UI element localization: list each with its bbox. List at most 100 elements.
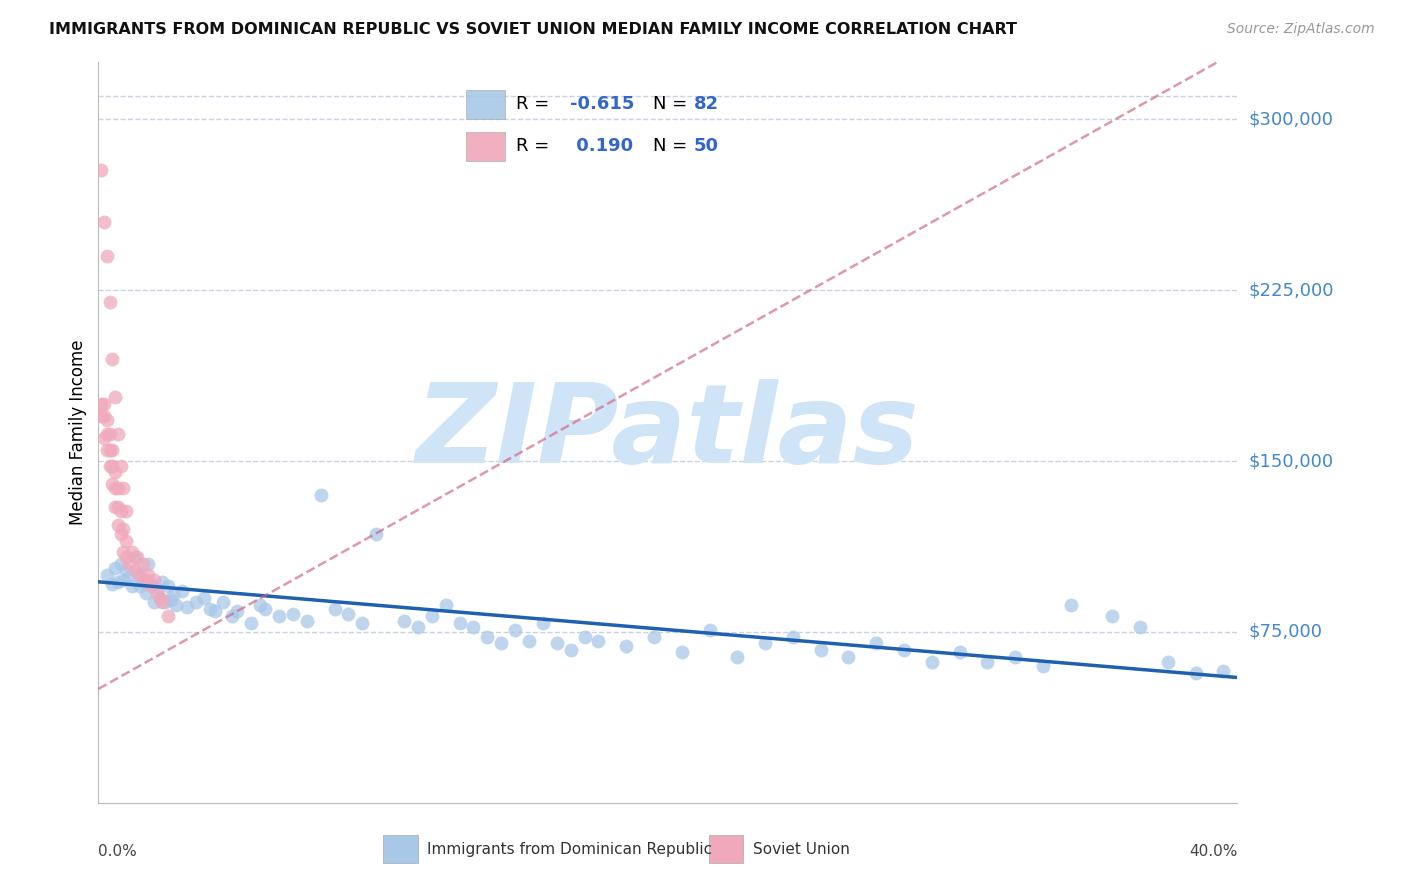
Point: [150, 595, 173, 609]
Point: [148, 591, 170, 605]
Point: [366, 527, 388, 541]
Point: [170, 583, 193, 598]
Text: Source: ZipAtlas.com: Source: ZipAtlas.com: [1227, 22, 1375, 37]
Point: [643, 630, 665, 644]
Point: [115, 564, 138, 578]
Point: [98, 294, 121, 309]
Point: [392, 614, 415, 628]
Point: [837, 650, 859, 665]
Point: [141, 577, 163, 591]
Point: [546, 636, 568, 650]
Point: [865, 636, 887, 650]
Point: [948, 645, 970, 659]
Point: [112, 523, 135, 537]
Point: [129, 579, 152, 593]
Point: [127, 549, 149, 564]
Point: [93, 409, 115, 423]
Point: [165, 598, 187, 612]
Point: [193, 591, 215, 605]
Point: [118, 557, 141, 571]
Text: ZIPatlas: ZIPatlas: [416, 379, 920, 486]
Point: [323, 602, 346, 616]
Point: [560, 643, 582, 657]
Point: [1101, 609, 1123, 624]
Point: [352, 615, 374, 630]
Point: [212, 595, 235, 609]
Point: [281, 607, 304, 621]
Point: [121, 545, 143, 559]
Point: [254, 602, 277, 616]
Point: [93, 397, 115, 411]
Point: [141, 579, 163, 593]
Point: [112, 573, 135, 587]
Point: [107, 517, 129, 532]
Point: [249, 598, 271, 612]
Point: [489, 636, 512, 650]
Point: [93, 431, 115, 445]
Point: [434, 598, 457, 612]
Point: [449, 615, 471, 630]
Point: [143, 595, 166, 609]
Point: [699, 623, 721, 637]
Point: [135, 586, 157, 600]
Point: [96, 426, 118, 441]
Point: [420, 609, 443, 624]
Point: [145, 582, 167, 596]
Point: [132, 557, 155, 571]
Point: [176, 599, 198, 614]
Point: [1004, 650, 1026, 665]
Point: [893, 643, 915, 657]
Text: 0.0%: 0.0%: [98, 844, 138, 858]
Point: [101, 458, 124, 473]
Point: [112, 482, 135, 496]
Point: [204, 604, 226, 618]
Point: [98, 442, 121, 457]
Point: [110, 458, 132, 473]
Point: [921, 655, 943, 669]
Point: [1129, 620, 1152, 634]
Point: [1157, 655, 1180, 669]
Point: [156, 579, 179, 593]
Point: [754, 636, 776, 650]
Point: [129, 568, 152, 582]
Point: [98, 426, 121, 441]
Point: [531, 615, 554, 630]
Point: [118, 570, 141, 584]
Point: [463, 620, 485, 634]
Point: [782, 630, 804, 644]
Point: [101, 577, 124, 591]
Point: [127, 566, 149, 580]
Point: [145, 586, 167, 600]
Point: [574, 630, 596, 644]
Point: [138, 557, 160, 571]
Text: 40.0%: 40.0%: [1189, 844, 1237, 858]
Text: $75,000: $75,000: [1249, 623, 1323, 641]
Point: [1212, 664, 1234, 678]
Point: [588, 634, 610, 648]
Point: [132, 574, 155, 589]
Point: [101, 351, 124, 366]
Point: [240, 615, 263, 630]
Point: [98, 458, 121, 473]
Point: [406, 620, 429, 634]
Point: [124, 564, 146, 578]
Point: [112, 545, 135, 559]
Text: $225,000: $225,000: [1249, 281, 1334, 299]
Point: [671, 645, 693, 659]
Point: [101, 442, 124, 457]
Point: [115, 533, 138, 548]
Point: [477, 630, 499, 644]
Point: [198, 602, 221, 616]
Point: [159, 593, 181, 607]
Point: [124, 549, 146, 564]
Point: [96, 249, 118, 263]
Y-axis label: Median Family Income: Median Family Income: [69, 340, 87, 525]
Point: [107, 426, 129, 441]
Point: [107, 482, 129, 496]
Point: [267, 609, 290, 624]
Point: [101, 476, 124, 491]
Point: [309, 488, 332, 502]
Point: [96, 568, 118, 582]
Text: IMMIGRANTS FROM DOMINICAN REPUBLIC VS SOVIET UNION MEDIAN FAMILY INCOME CORRELAT: IMMIGRANTS FROM DOMINICAN REPUBLIC VS SO…: [49, 22, 1017, 37]
Point: [148, 591, 170, 605]
